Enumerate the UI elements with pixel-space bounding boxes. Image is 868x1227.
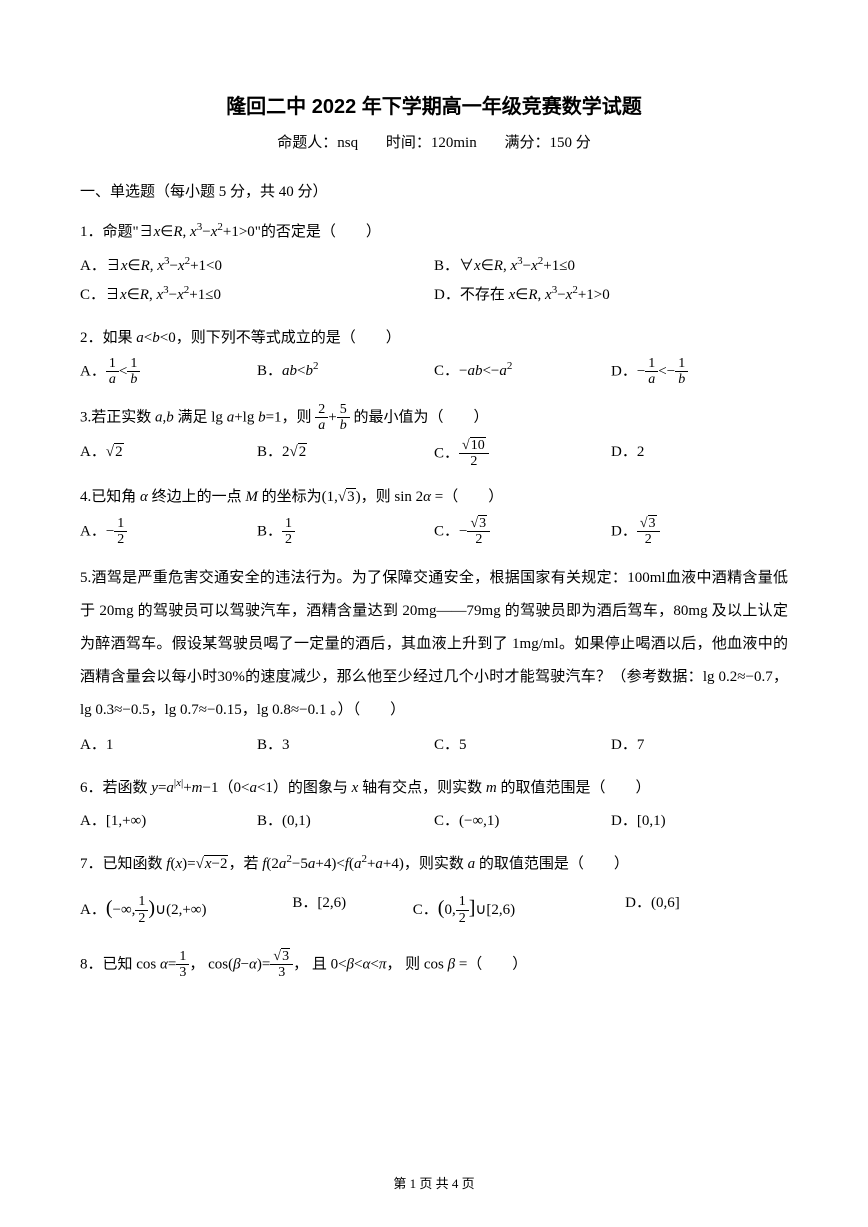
question-7: 7．已知函数 f(x)=x−2，若 f(2a2−5a+4)<f(a2+a+4)，… [80, 849, 788, 927]
score-label: 满分：150 分 [504, 135, 590, 151]
q4-option-b: B．12 [257, 516, 434, 548]
q3-text: 3.若正实数 a,b 满足 lg a+lg b=1，则 2a+5b 的最小值为（… [80, 402, 788, 434]
page-footer: 第 1 页 共 4 页 [0, 1173, 868, 1192]
q3-option-d: D．2 [611, 438, 788, 470]
q6-option-a: A．[1,+∞) [80, 807, 257, 836]
q7-text: 7．已知函数 f(x)=x−2，若 f(2a2−5a+4)<f(a2+a+4)，… [80, 849, 788, 879]
q2-text: 2．如果 a<b<0，则下列不等式成立的是（ ） [80, 324, 788, 353]
question-6: 6．若函数 y=a|x|+m−1（0<a<1）的图象与 x 轴有交点，则实数 m… [80, 773, 788, 835]
q7-option-c: C．(0,12]∪[2,6) [413, 889, 625, 927]
question-1: 1．命题"∃x∈R, x3−x2+1>0"的否定是（ ） A．∃x∈R, x3−… [80, 217, 788, 310]
q6-text: 6．若函数 y=a|x|+m−1（0<a<1）的图象与 x 轴有交点，则实数 m… [80, 773, 788, 803]
q4-option-a: A．−12 [80, 516, 257, 548]
q2-option-d: D．−1a<−1b [611, 356, 788, 388]
question-5: 5.酒驾是严重危害交通安全的违法行为。为了保障交通安全，根据国家有关规定：100… [80, 562, 788, 760]
q7-option-b: B．[2,6) [292, 889, 412, 927]
q1-option-d: D．不存在 x∈R, x3−x2+1>0 [434, 280, 788, 310]
q7-option-d: D．(0,6] [625, 889, 767, 927]
q3-option-b: B．22 [257, 438, 434, 470]
exam-title: 隆回二中 2022 年下学期高一年级竞赛数学试题 [80, 90, 788, 119]
q2-option-c: C．−ab<−a2 [434, 356, 611, 388]
q4-text: 4.已知角 α 终边上的一点 M 的坐标为(1,3)，则 sin 2α =（ ） [80, 483, 788, 512]
question-4: 4.已知角 α 终边上的一点 M 的坐标为(1,3)，则 sin 2α =（ ）… [80, 483, 788, 547]
q5-text: 5.酒驾是严重危害交通安全的违法行为。为了保障交通安全，根据国家有关规定：100… [80, 562, 788, 727]
q6-option-d: D．[0,1) [611, 807, 788, 836]
q4-option-d: D．32 [611, 516, 788, 548]
q1-text: 1．命题"∃x∈R, x3−x2+1>0"的否定是（ ） [80, 217, 788, 247]
q1-option-b: B．∀x∈R, x3−x2+1≤0 [434, 251, 788, 281]
author-label: 命题人：nsq [277, 135, 358, 151]
question-8: 8．已知 cos α=13， cos(β−α)=33， 且 0<β<α<π， 则… [80, 949, 788, 981]
exam-subtitle: 命题人：nsq 时间：120min 满分：150 分 [80, 131, 788, 152]
section-1-header: 一、单选题（每小题 5 分，共 40 分） [80, 180, 788, 201]
question-2: 2．如果 a<b<0，则下列不等式成立的是（ ） A．1a<1b B．ab<b2… [80, 324, 788, 388]
q7-option-a: A．(−∞,12)∪(2,+∞) [80, 889, 292, 927]
q2-option-b: B．ab<b2 [257, 356, 434, 388]
q5-option-c: C．5 [434, 731, 611, 760]
q6-option-c: C．(−∞,1) [434, 807, 611, 836]
q5-option-b: B．3 [257, 731, 434, 760]
q5-option-d: D．7 [611, 731, 788, 760]
q1-option-c: C．∃x∈R, x3−x2+1≤0 [80, 280, 434, 310]
q6-option-b: B．(0,1) [257, 807, 434, 836]
question-3: 3.若正实数 a,b 满足 lg a+lg b=1，则 2a+5b 的最小值为（… [80, 402, 788, 470]
q3-option-a: A．2 [80, 438, 257, 470]
q2-option-a: A．1a<1b [80, 356, 257, 388]
q8-text: 8．已知 cos α=13， cos(β−α)=33， 且 0<β<α<π， 则… [80, 949, 788, 981]
q4-option-c: C．−32 [434, 516, 611, 548]
q5-option-a: A．1 [80, 731, 257, 760]
q3-option-c: C．102 [434, 438, 611, 470]
q1-option-a: A．∃x∈R, x3−x2+1<0 [80, 251, 434, 281]
time-label: 时间：120min [386, 135, 477, 151]
